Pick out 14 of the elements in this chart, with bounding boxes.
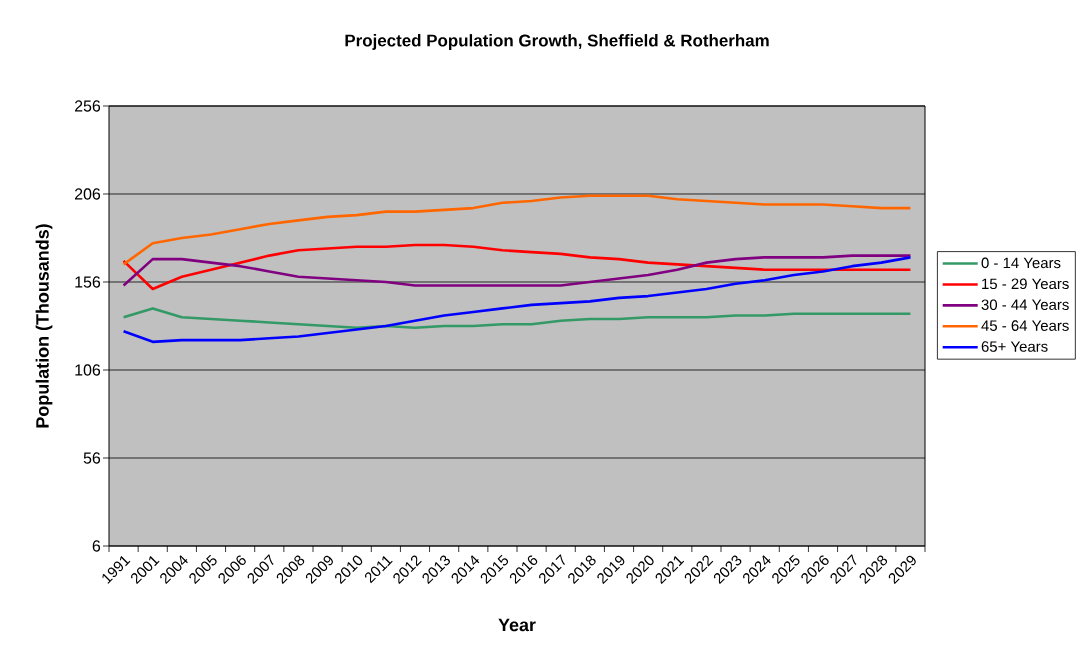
y-tick-label: 56 — [83, 452, 101, 464]
legend-label: 0 - 14 Years — [981, 257, 1061, 269]
y-tick-label: 256 — [75, 100, 101, 112]
y-tick-label: 6 — [92, 540, 101, 552]
legend-label: 45 - 64 Years — [981, 320, 1069, 331]
legend-label: 15 - 29 Years — [982, 278, 1069, 290]
y-axis-title: Population (Thousands) — [35, 224, 53, 428]
chart-title: Projected Population Growth, Sheffield & Rotherham — [345, 34, 769, 50]
y-tick-label: 106 — [75, 364, 101, 376]
legend-label: 30 - 44 Years — [981, 299, 1069, 310]
y-tick-label: 206 — [75, 188, 101, 200]
x-axis-title: Year — [498, 618, 536, 632]
y-tick-label: 156 — [75, 276, 101, 288]
legend-label: 65+ Years — [981, 341, 1048, 352]
